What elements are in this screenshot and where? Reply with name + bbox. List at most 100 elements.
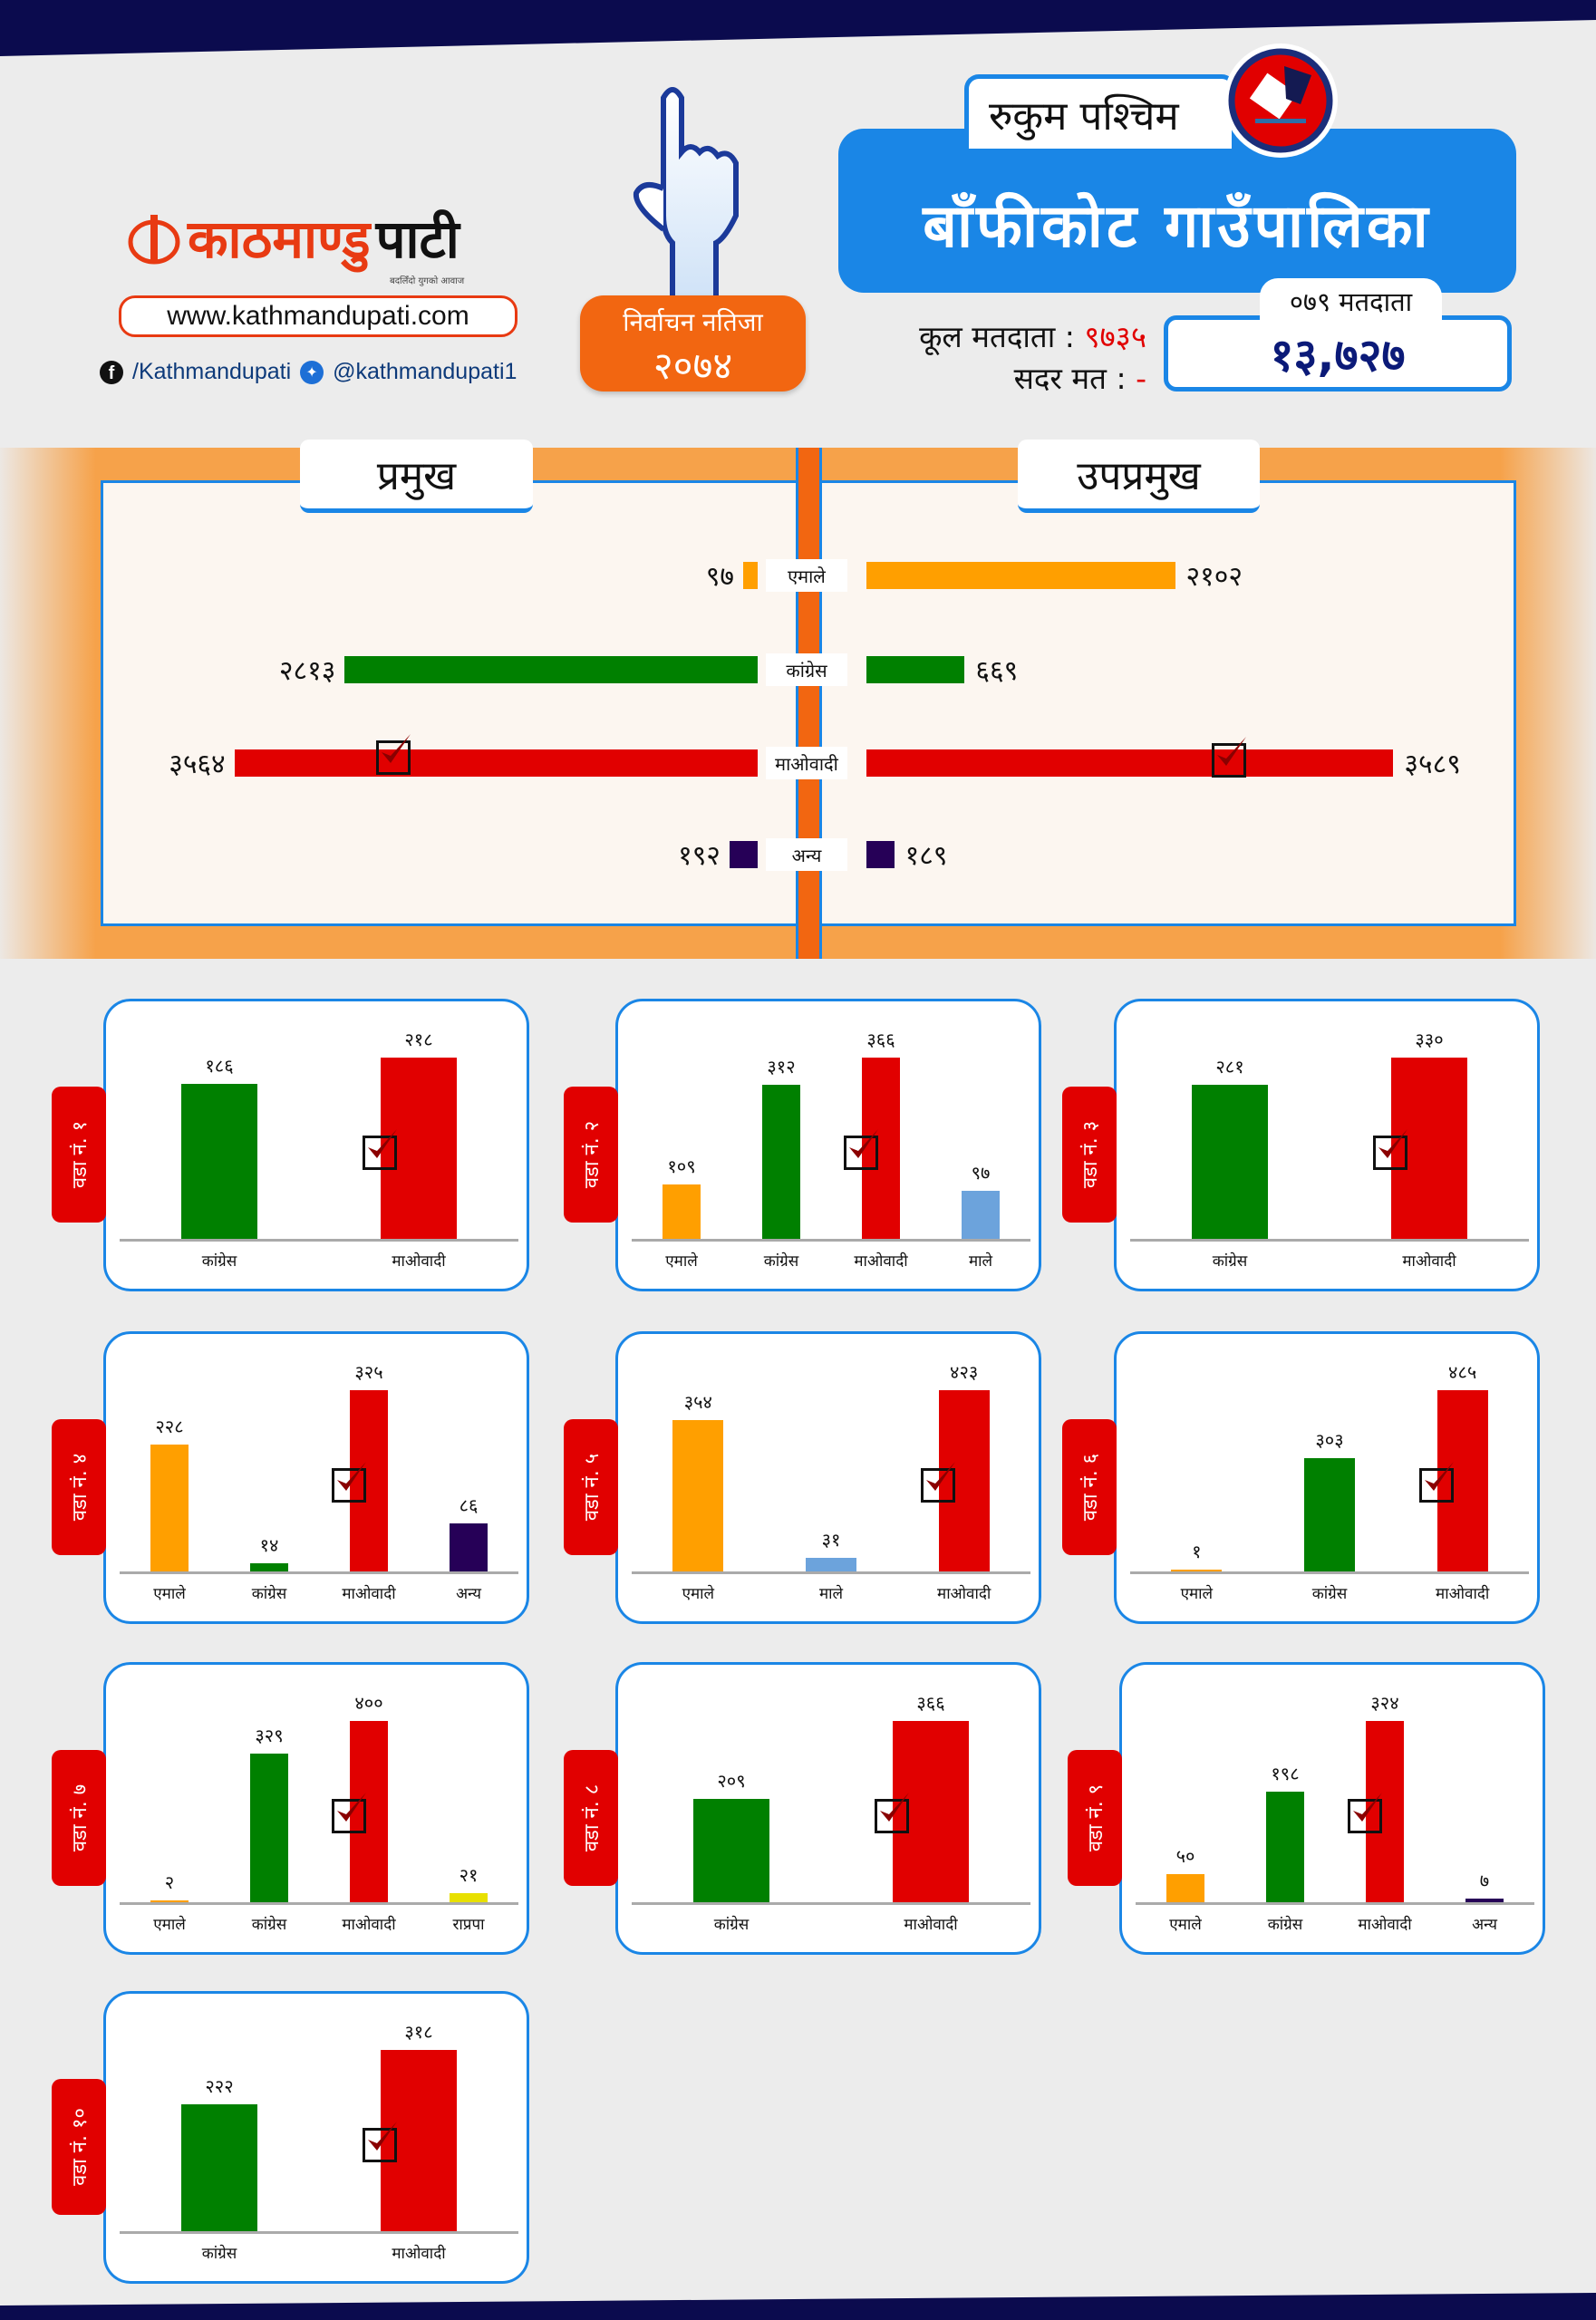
ward-category-label: कांग्रेस — [1311, 1585, 1348, 1603]
x-axis-line — [632, 1239, 1030, 1242]
ward-number-label: वडा नं. ९ — [1085, 1784, 1108, 1852]
ward-category-label: माओवादी — [1358, 1916, 1412, 1934]
ward-bar-value: ३२५ — [354, 1361, 383, 1383]
ward-bar-value: ९७ — [971, 1161, 991, 1184]
party-label: अन्य — [766, 838, 847, 871]
winner-check-icon — [1212, 737, 1246, 778]
ward-bar — [181, 2104, 257, 2231]
ward-bar-value: ३१ — [821, 1529, 841, 1552]
ward-bar-value: २ — [164, 1871, 175, 1893]
winner-check-icon — [1348, 1793, 1382, 1833]
ward-bar — [1366, 1721, 1404, 1902]
ward-bar — [672, 1419, 724, 1571]
ward-card: ३५४ एमाले ३१ माले ४२३ माओवादी — [615, 1331, 1041, 1624]
ward-category-label: माओवादी — [342, 1585, 396, 1603]
upapramukh-value: ३५८९ — [1404, 749, 1461, 780]
logo-tagline: बदलिँदो युगको आवाज — [390, 276, 465, 286]
ward-number-label: वडा नं. ५ — [581, 1453, 604, 1522]
party-label: माओवादी — [766, 747, 847, 779]
ward-category-label: कांग्रेस — [201, 1252, 237, 1271]
ward-bar-value: ३६६ — [866, 1029, 895, 1050]
ward-bar-value: २२२ — [205, 2075, 234, 2098]
facebook-icon[interactable]: f — [100, 360, 123, 384]
ward-card: १ एमाले ३०३ कांग्रेस ४८५ माओवादी — [1114, 1331, 1540, 1624]
ward-category-label: एमाले — [682, 1585, 715, 1603]
ward-bar — [862, 1058, 900, 1239]
upapramukh-value: ६६९ — [975, 655, 1019, 687]
ward-category-label: एमाले — [665, 1252, 698, 1271]
valid-votes-label: सदर मत : — [1013, 361, 1127, 396]
pramukh-value: १९२ — [678, 840, 721, 872]
ward-category-label: माओवादी — [937, 1585, 991, 1603]
municipality-box: बाँफीकोट गाउँपालिका — [838, 129, 1516, 293]
ward-bar-value: २८१ — [1215, 1055, 1244, 1078]
ward-bar — [1465, 1898, 1504, 1902]
ward-bar-value: ३५४ — [683, 1390, 712, 1413]
ward-number-tab: वडा नं. ९ — [1068, 1750, 1122, 1886]
ward-card: २८१ कांग्रेस ३३० माओवादी — [1114, 999, 1540, 1291]
x-axis-line — [120, 1902, 518, 1905]
website-link[interactable]: www.kathmandupati.com — [119, 295, 517, 337]
voters-079-value: १३,७२७ — [1164, 315, 1512, 392]
badge-year: २०७४ — [653, 343, 733, 388]
ward-bar-value: ३६६ — [916, 1692, 945, 1714]
ward-bar-value: ८६ — [459, 1494, 479, 1517]
ward-bar-value: ४८५ — [1448, 1361, 1477, 1383]
ward-category-label: माओवादी — [392, 1252, 446, 1271]
badge-line1: निर्वाचन नतिजा — [623, 307, 763, 337]
twitter-handle[interactable]: @kathmandupati1 — [333, 359, 517, 384]
pramukh-value: ९७ — [705, 561, 734, 593]
ward-bar — [1166, 1874, 1204, 1902]
ward-number-tab: वडा नं. १ — [52, 1087, 106, 1223]
ward-bar-value: २१८ — [404, 1029, 433, 1050]
ward-category-label: कांग्रेस — [763, 1252, 799, 1271]
ward-category-label: माओवादी — [392, 2245, 446, 2263]
x-axis-line — [120, 1571, 518, 1574]
ward-category-label: एमाले — [153, 1585, 186, 1603]
ward-bar — [806, 1558, 856, 1571]
x-axis-line — [1130, 1571, 1529, 1574]
ward-card: २ एमाले ३२९ कांग्रेस ४०० माओवादी २१ राप्रपा — [103, 1662, 529, 1955]
ward-bar — [893, 1721, 969, 1902]
ward-bar — [1304, 1458, 1355, 1571]
facebook-handle[interactable]: /Kathmandupati — [132, 359, 292, 384]
tab-pramukh: प्रमुख — [300, 440, 533, 513]
ward-bar — [381, 1058, 457, 1239]
ward-number-tab: वडा नं. २ — [564, 1087, 618, 1223]
ward-category-label: माओवादी — [342, 1916, 396, 1934]
twitter-icon[interactable]: ✦ — [300, 360, 324, 384]
upapramukh-value: १८९ — [904, 840, 948, 872]
ward-number-label: वडा नं. ६ — [1079, 1453, 1102, 1522]
ward-bar — [1171, 1570, 1223, 1571]
ward-card: २२८ एमाले १४ कांग्रेस ३२५ माओवादी ८६ अन्य — [103, 1331, 529, 1624]
ward-bar — [1391, 1058, 1467, 1239]
ward-category-label: माओवादी — [854, 1252, 908, 1271]
upapramukh-bar — [866, 841, 895, 868]
x-axis-line — [120, 2231, 518, 2234]
pramukh-bar — [344, 656, 758, 683]
ward-category-label: अन्य — [456, 1585, 481, 1603]
ward-category-label: माओवादी — [1402, 1252, 1456, 1271]
ward-number-tab: वडा नं. ६ — [1062, 1419, 1117, 1555]
ward-bar-value: ३०३ — [1315, 1429, 1344, 1452]
logo-text-black: पाटी — [375, 208, 459, 270]
ward-bar — [150, 1900, 189, 1902]
ward-bar — [693, 1798, 769, 1902]
tower-icon — [128, 215, 180, 265]
winner-check-icon — [363, 1129, 397, 1170]
ward-number-label: वडा नं. ३ — [1079, 1120, 1102, 1189]
ward-category-label: माले — [818, 1585, 844, 1603]
upapramukh-bar — [866, 749, 1394, 777]
election-result-badge: निर्वाचन नतिजा २०७४ — [580, 295, 806, 392]
ward-bar-value: ४२३ — [950, 1361, 979, 1383]
ward-bar-value: ३३० — [1415, 1029, 1444, 1050]
center-divider — [796, 448, 822, 959]
total-voters-value: ९७३५ — [1084, 319, 1146, 354]
x-axis-line — [632, 1902, 1030, 1905]
ward-bar — [1192, 1084, 1268, 1239]
ward-bar-value: ५० — [1175, 1845, 1195, 1868]
valid-votes-value: - — [1136, 361, 1146, 396]
ward-category-label: एमाले — [153, 1916, 186, 1934]
party-label: एमाले — [766, 559, 847, 592]
voters-079-label: ०७९ मतदाता — [1260, 278, 1442, 324]
